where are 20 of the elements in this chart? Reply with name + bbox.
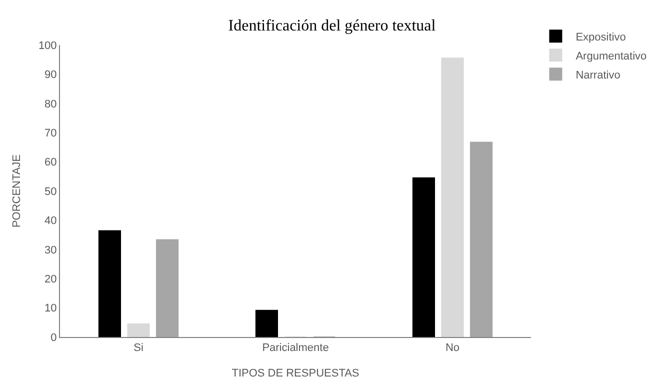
y-tick-label: 40: [44, 215, 57, 228]
y-tick-label: 10: [44, 302, 57, 315]
y-tick-label: 0: [50, 332, 57, 344]
y-tick-label: 80: [44, 98, 57, 110]
legend-label: Narrativo: [576, 69, 620, 82]
y-tick-label: 90: [44, 69, 57, 82]
x-axis-title: TIPOS DE RESPUESTAS: [232, 367, 360, 380]
x-tick-label: No: [445, 342, 460, 354]
y-tick-label: 100: [38, 40, 57, 52]
x-tick-label: Paricialmente: [262, 342, 329, 354]
y-tick-label: 50: [44, 186, 57, 198]
y-axis-title: PORCENTAJE: [11, 154, 24, 228]
legend-label: Expositivo: [576, 31, 626, 44]
y-tick-label: 60: [44, 156, 57, 169]
x-tick-label: Si: [134, 342, 144, 354]
y-tick-label: 20: [44, 273, 57, 286]
y-tick-label: 30: [44, 244, 57, 256]
y-tick-label: 70: [44, 127, 57, 140]
legend-label: Argumentativo: [576, 50, 647, 62]
chart-title: Identificación del género textual: [228, 18, 436, 35]
